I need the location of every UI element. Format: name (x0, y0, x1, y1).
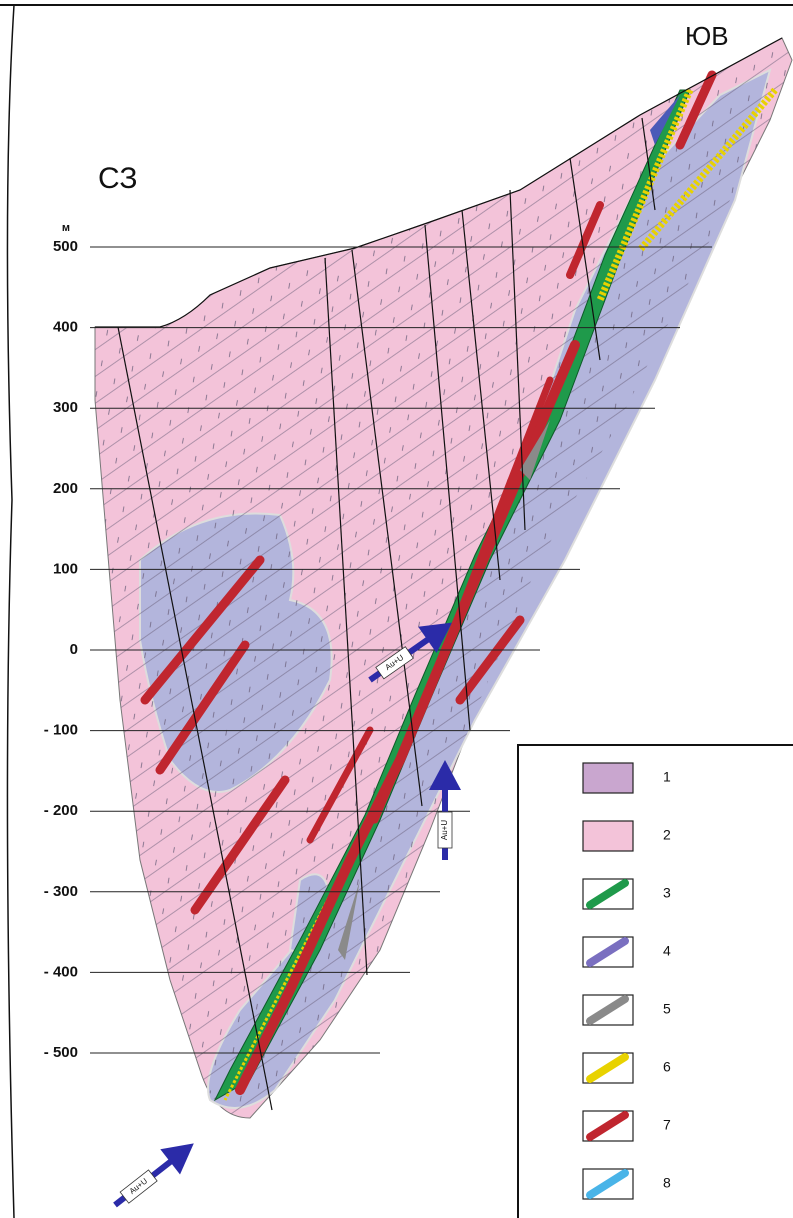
legend-label: 5 (663, 1001, 671, 1017)
legend-label: 2 (663, 827, 671, 843)
drill-hole (509, 189, 526, 531)
foliation (95, 38, 792, 1118)
flow-arrow: Au+U (429, 760, 461, 860)
depth-label: - 400 (44, 963, 78, 980)
frame-left (6, 4, 15, 1218)
yellow-band (596, 88, 694, 302)
depth-label: 500 (53, 238, 78, 255)
legend-frame (517, 744, 793, 1218)
arrow-label: Au+U (440, 820, 449, 840)
legend-label: 3 (663, 885, 671, 901)
vein (455, 615, 525, 705)
arrow-tag (437, 811, 453, 849)
arrow-head (429, 760, 461, 790)
grey-lens (520, 420, 550, 480)
depth-label: - 200 (44, 802, 78, 819)
vein (566, 201, 604, 279)
right-label: ЮВ (685, 21, 729, 51)
legend-label: 1 (663, 769, 671, 785)
vein (675, 70, 717, 150)
legend-symbol (586, 937, 629, 967)
surface (95, 37, 783, 328)
legend-symbol (586, 995, 629, 1025)
flow-arrows: Au+UAu+UAu+U (113, 622, 461, 1208)
arrow-tag (375, 646, 414, 680)
depth-label: - 300 (44, 883, 78, 900)
grey-lens (338, 880, 360, 960)
drill-hole (569, 157, 601, 361)
legend-symbol (586, 1053, 629, 1083)
drill-hole (641, 117, 656, 211)
depth-label: 300 (53, 399, 78, 416)
vein (306, 726, 374, 844)
depth-label: 200 (53, 480, 78, 497)
left-label: СЗ (98, 162, 137, 195)
legend-swatch (582, 762, 634, 794)
arrow-head (418, 622, 452, 653)
drill-hole (424, 224, 471, 731)
depth-label: 0 (70, 641, 78, 658)
legend-label: 7 (663, 1117, 671, 1133)
ore-veins (140, 70, 717, 1095)
drill-hole (324, 257, 368, 976)
unit-label: м (62, 222, 70, 234)
vein (371, 376, 554, 824)
drill-holes (117, 117, 656, 1111)
legend-label: 8 (663, 1175, 671, 1191)
blue-lens (650, 95, 680, 145)
arrow-tag (119, 1169, 158, 1204)
legend-swatch (582, 820, 634, 852)
depth-label: 400 (53, 319, 78, 336)
vein (190, 775, 290, 915)
depth-label: - 100 (44, 722, 78, 739)
legend-symbol (586, 1111, 629, 1141)
flow-arrow: Au+U (113, 1143, 194, 1208)
legend: 1 2 3 4 5 6 7 8 (582, 762, 671, 1200)
legend-symbol (586, 1169, 629, 1199)
legend-label: 4 (663, 943, 671, 959)
legend-symbol (586, 879, 629, 909)
depth-label: - 500 (44, 1044, 78, 1061)
arrow-head (160, 1143, 194, 1175)
vein (140, 555, 265, 705)
drill-hole (461, 209, 501, 581)
drill-hole (351, 249, 423, 807)
drill-hole (117, 326, 273, 1111)
vein (155, 640, 250, 775)
legend-label: 6 (663, 1059, 671, 1075)
depth-label: 100 (53, 560, 78, 577)
